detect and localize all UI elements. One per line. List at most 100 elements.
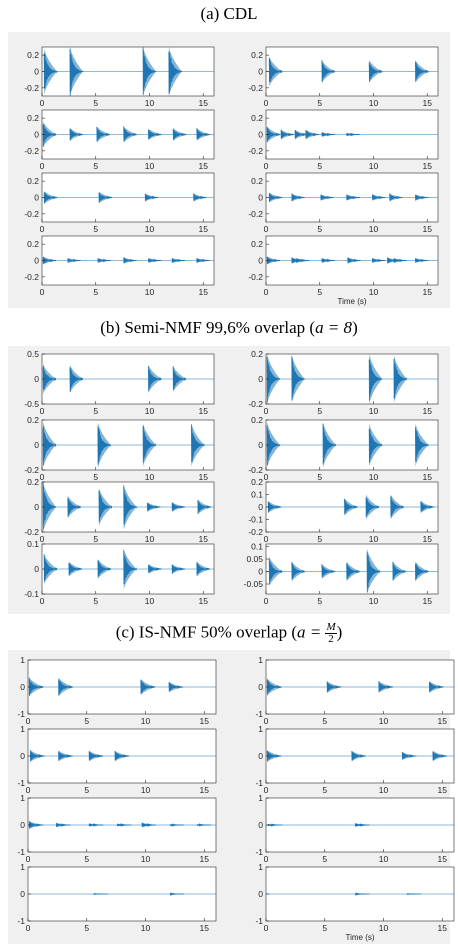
y-tick-label: 1: [258, 724, 263, 734]
x-tick-label: 5: [317, 287, 322, 297]
y-tick-label: 0.2: [251, 415, 263, 425]
signal-envelope: [415, 423, 429, 467]
y-tick-label: 1: [20, 862, 25, 872]
signal-envelope: [97, 559, 111, 579]
signal-envelope: [193, 193, 207, 202]
y-tick-label: 0: [34, 374, 39, 384]
signal-envelope: [392, 561, 406, 582]
y-tick-label: -0.2: [248, 465, 263, 475]
subplot-g1-s7: 0.10.050-0.050 5 10 15: [244, 542, 439, 606]
figure-c-title-suffix: ): [336, 622, 343, 642]
figure-c-title-param: a =: [296, 622, 322, 642]
y-tick-label: -0.2: [248, 83, 263, 93]
x-tick-label: 15: [438, 716, 448, 726]
x-tick-label: 15: [438, 785, 448, 795]
x-tick-label: 10: [145, 287, 155, 297]
x-tick-label: 10: [145, 224, 155, 234]
signal-envelope: [148, 258, 162, 263]
x-tick-label: 5: [84, 785, 89, 795]
signal-envelope: [415, 561, 429, 582]
signal-envelope: [29, 677, 44, 697]
x-tick-label: 0: [40, 224, 45, 234]
signal-envelope: [295, 129, 308, 140]
signal-envelope: [372, 258, 386, 263]
signal-envelope: [117, 823, 132, 827]
y-tick-label: -0.2: [24, 465, 39, 475]
signal-envelope: [372, 194, 386, 201]
y-tick-label: -1: [17, 778, 25, 788]
signal-envelope: [291, 561, 305, 582]
signal-envelope: [346, 194, 360, 201]
signal-envelope: [69, 365, 83, 393]
x-tick-label: 10: [145, 98, 155, 108]
x-tick-label: 0: [264, 406, 269, 416]
signal-envelope: [322, 422, 336, 468]
signal-envelope: [321, 564, 335, 579]
y-tick-label: 0: [258, 751, 263, 761]
x-tick-label: 5: [93, 161, 98, 171]
signal-envelope: [97, 258, 111, 263]
x-tick-label: 5: [317, 98, 322, 108]
signal-envelope: [267, 750, 282, 762]
x-tick-label: 0: [264, 534, 269, 544]
signal-envelope: [346, 561, 360, 582]
x-tick-label: 5: [322, 923, 327, 933]
x-tick-label: 15: [199, 161, 209, 171]
signal-envelope: [170, 824, 185, 826]
signal-envelope: [68, 561, 82, 577]
x-tick-label: 15: [199, 596, 209, 606]
y-tick-label: 1: [20, 655, 25, 665]
signal-envelope: [172, 502, 185, 512]
signal-envelope: [172, 258, 185, 263]
signal-envelope: [169, 681, 184, 693]
figure-c-title-prefix: (c) IS-NMF 50% overlap (: [115, 622, 297, 642]
y-tick-label: 0: [258, 440, 263, 450]
x-tick-label: 15: [200, 785, 210, 795]
x-tick-label: 15: [199, 406, 209, 416]
y-tick-label: 0.2: [251, 113, 263, 123]
signal-envelope: [43, 482, 56, 532]
y-tick-label: 0.2: [27, 415, 39, 425]
y-tick-label: 0.5: [27, 349, 39, 359]
x-tick-label: 15: [199, 287, 209, 297]
signal-envelope: [123, 484, 137, 530]
y-tick-label: -1: [17, 709, 25, 719]
signal-envelope: [58, 677, 73, 697]
x-tick-label: 10: [141, 854, 151, 864]
y-tick-label: -0.2: [248, 209, 263, 219]
x-tick-label: 5: [84, 716, 89, 726]
x-tick-label: 5: [322, 854, 327, 864]
x-tick-label: 5: [317, 406, 322, 416]
y-tick-label: 0: [34, 256, 39, 266]
subplot-g1-s6: 0.10-0.10 5 10 15: [24, 539, 215, 606]
x-tick-label: 15: [423, 596, 433, 606]
x-tick-label: 0: [40, 287, 45, 297]
figure-b-title-prefix: (b) Semi-NMF 99,6% overlap (: [100, 318, 316, 337]
signal-envelope: [351, 750, 366, 762]
x-tick-label: 0: [26, 785, 31, 795]
signal-envelope: [143, 423, 156, 467]
signal-envelope: [123, 257, 137, 264]
y-tick-label: 0.2: [27, 477, 39, 487]
x-tick-label: 0: [264, 224, 269, 234]
x-tick-label: 15: [200, 716, 210, 726]
y-tick-label: 0.2: [251, 176, 263, 186]
x-tick-label: 5: [93, 472, 98, 482]
y-tick-label: 0: [258, 682, 263, 692]
y-tick-label: 0.2: [27, 113, 39, 123]
x-tick-label: 10: [141, 785, 151, 795]
y-tick-label: 0: [258, 502, 263, 512]
signal-envelope: [191, 423, 205, 467]
signal-envelope: [89, 750, 104, 762]
subplot-g1-s1: 0.20-0.20 5 10 15: [248, 349, 439, 416]
subplot-g0-s4: 0.20-0.20 5 10 15: [24, 172, 215, 234]
y-tick-label: 0: [258, 889, 263, 899]
chart-group-b-svg: 0.50-0.50 5 10 150.20-0.20 5 10 150.20-0.20 5 10…: [24, 349, 439, 606]
y-tick-label: 0: [20, 889, 25, 899]
signal-envelope: [327, 681, 342, 693]
y-tick-label: 0.05: [246, 554, 263, 564]
signal-envelope: [123, 126, 137, 143]
chart-group-a-svg: 0.20-0.20 5 10 150.20-0.20 5 10 150.20-0.20 5 10…: [24, 46, 439, 306]
y-tick-label: -0.2: [24, 527, 39, 537]
